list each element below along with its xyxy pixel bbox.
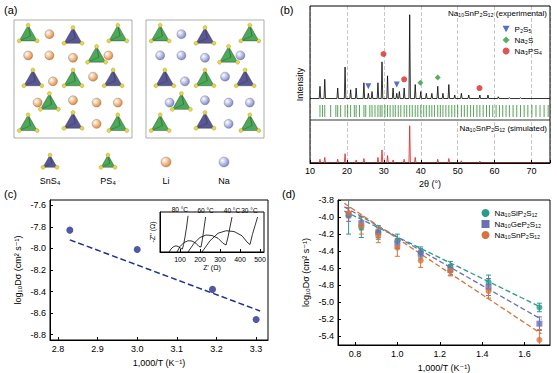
svg-text:Na₁₀GeP₂S₁₂: Na₁₀GeP₂S₁₂ <box>495 220 542 229</box>
svg-text:Na₁₀SnP₂S₁₂ (experimental): Na₁₀SnP₂S₁₂ (experimental) <box>448 9 547 18</box>
svg-text:log₁₀Dσ (cm² s⁻¹): log₁₀Dσ (cm² s⁻¹) <box>301 238 311 307</box>
svg-text:log₁₀Dσ (cm² s⁻¹): log₁₀Dσ (cm² s⁻¹) <box>13 235 23 304</box>
svg-text:3.3: 3.3 <box>250 344 263 354</box>
svg-text:10: 10 <box>305 166 315 176</box>
svg-text:1.0: 1.0 <box>391 349 404 359</box>
svg-text:2.9: 2.9 <box>91 344 104 354</box>
svg-text:(b): (b) <box>280 4 293 16</box>
svg-text:3.1: 3.1 <box>171 344 184 354</box>
svg-text:-Z'' (Ω): -Z'' (Ω) <box>149 221 157 242</box>
svg-text:-4.0: -4.0 <box>318 212 334 222</box>
svg-text:40: 40 <box>416 166 426 176</box>
svg-text:-8.4: -8.4 <box>30 287 46 297</box>
svg-text:30 °C: 30 °C <box>241 207 258 214</box>
svg-text:2.8: 2.8 <box>52 344 65 354</box>
svg-text:-8.6: -8.6 <box>30 308 46 318</box>
svg-text:Na: Na <box>218 176 230 186</box>
svg-text:-5.2: -5.2 <box>318 314 334 324</box>
svg-text:200: 200 <box>194 256 206 263</box>
svg-text:50: 50 <box>453 166 463 176</box>
svg-text:1,000/T (K⁻¹): 1,000/T (K⁻¹) <box>418 363 471 373</box>
svg-text:Intensity: Intensity <box>295 67 305 101</box>
svg-text:Li: Li <box>162 176 169 186</box>
svg-text:3.2: 3.2 <box>210 344 223 354</box>
svg-text:P₂S₅: P₂S₅ <box>515 25 532 34</box>
svg-text:Na₃PS₄: Na₃PS₄ <box>515 47 542 56</box>
svg-text:Na₁₀SnP₂S₁₂: Na₁₀SnP₂S₁₂ <box>495 231 541 240</box>
svg-text:1.4: 1.4 <box>476 349 489 359</box>
svg-text:(d): (d) <box>282 188 295 200</box>
svg-text:70: 70 <box>527 166 537 176</box>
svg-text:-4.8: -4.8 <box>318 280 334 290</box>
svg-text:Na₁₀SiP₂S₁₂: Na₁₀SiP₂S₁₂ <box>495 209 538 218</box>
svg-text:-5.0: -5.0 <box>318 297 334 307</box>
svg-text:0.8: 0.8 <box>349 349 362 359</box>
svg-text:400: 400 <box>234 256 246 263</box>
svg-text:PS₄: PS₄ <box>100 176 116 186</box>
svg-text:2θ (°): 2θ (°) <box>419 179 441 189</box>
svg-text:-3.8: -3.8 <box>318 195 334 205</box>
svg-text:20: 20 <box>342 166 352 176</box>
svg-text:-4.6: -4.6 <box>318 263 334 273</box>
svg-text:-7.6: -7.6 <box>30 200 46 210</box>
svg-text:Na₁₀SnP₂S₁₂ (simulated): Na₁₀SnP₂S₁₂ (simulated) <box>460 124 548 133</box>
svg-text:-8.2: -8.2 <box>30 265 46 275</box>
svg-text:1,000/T (K⁻¹): 1,000/T (K⁻¹) <box>133 358 186 368</box>
svg-text:80 °C: 80 °C <box>172 206 189 213</box>
svg-text:(c): (c) <box>4 188 17 200</box>
svg-text:300: 300 <box>214 256 226 263</box>
svg-text:-7.8: -7.8 <box>30 222 46 232</box>
svg-text:100: 100 <box>174 256 186 263</box>
svg-text:SnS₄: SnS₄ <box>40 176 61 186</box>
svg-text:60: 60 <box>490 166 500 176</box>
svg-text:-4.4: -4.4 <box>318 246 334 256</box>
svg-text:-8.0: -8.0 <box>30 243 46 253</box>
svg-text:500: 500 <box>254 256 266 263</box>
svg-text:1.6: 1.6 <box>518 349 531 359</box>
svg-text:30: 30 <box>379 166 389 176</box>
svg-text:60 °C: 60 °C <box>197 207 214 214</box>
svg-text:-4.2: -4.2 <box>318 229 334 239</box>
svg-text:-5.4: -5.4 <box>318 331 334 341</box>
svg-text:(a): (a) <box>4 4 17 16</box>
svg-text:Z' (Ω): Z' (Ω) <box>203 264 220 272</box>
svg-text:3.0: 3.0 <box>131 344 144 354</box>
svg-text:Na₂S: Na₂S <box>515 36 534 45</box>
svg-text:40 °C: 40 °C <box>224 207 241 214</box>
svg-text:-8.8: -8.8 <box>30 330 46 340</box>
svg-text:1.2: 1.2 <box>434 349 447 359</box>
